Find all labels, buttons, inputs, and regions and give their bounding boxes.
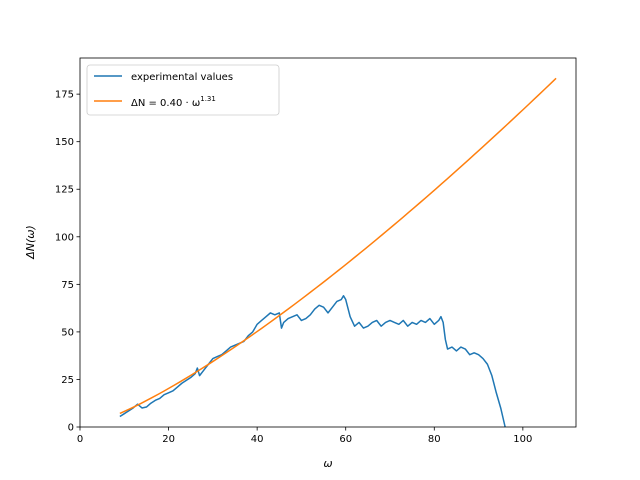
x-tick-label: 40 [251,434,264,445]
y-tick-label: 175 [55,90,74,101]
legend-label-experimental: experimental values [131,72,233,83]
x-axis-ticks: 0 20 40 60 80 100 [77,427,532,445]
legend-label-fit: ΔN = 0.40 · ω1.31 [131,95,216,109]
y-tick-label: 25 [61,375,74,386]
y-axis-label: ΔN(ω) [24,225,37,260]
y-tick-label: 150 [55,137,74,148]
power-law-fit-line [119,77,557,415]
legend-box [86,64,280,116]
y-axis-ticks: 0 25 50 75 100 125 150 175 [55,90,80,434]
x-tick-label: 60 [339,434,352,445]
legend-fit-formula: ΔN = 0.40 · ω [131,98,200,109]
y-tick-label: 125 [55,185,74,196]
y-tick-label: 0 [68,423,74,434]
x-tick-label: 20 [162,434,175,445]
legend-fit-exponent: 1.31 [200,95,216,103]
y-tick-label: 100 [55,232,74,243]
legend: experimental values ΔN = 0.40 · ω1.31 [86,64,280,116]
x-tick-label: 100 [513,434,532,445]
x-tick-label: 80 [428,434,441,445]
plot-frame [79,57,577,428]
x-tick-label: 0 [77,434,83,445]
experimental-values-line [119,295,506,428]
x-axis-label: ω [323,457,332,470]
y-tick-label: 75 [61,280,74,291]
y-tick-label: 50 [61,327,74,338]
